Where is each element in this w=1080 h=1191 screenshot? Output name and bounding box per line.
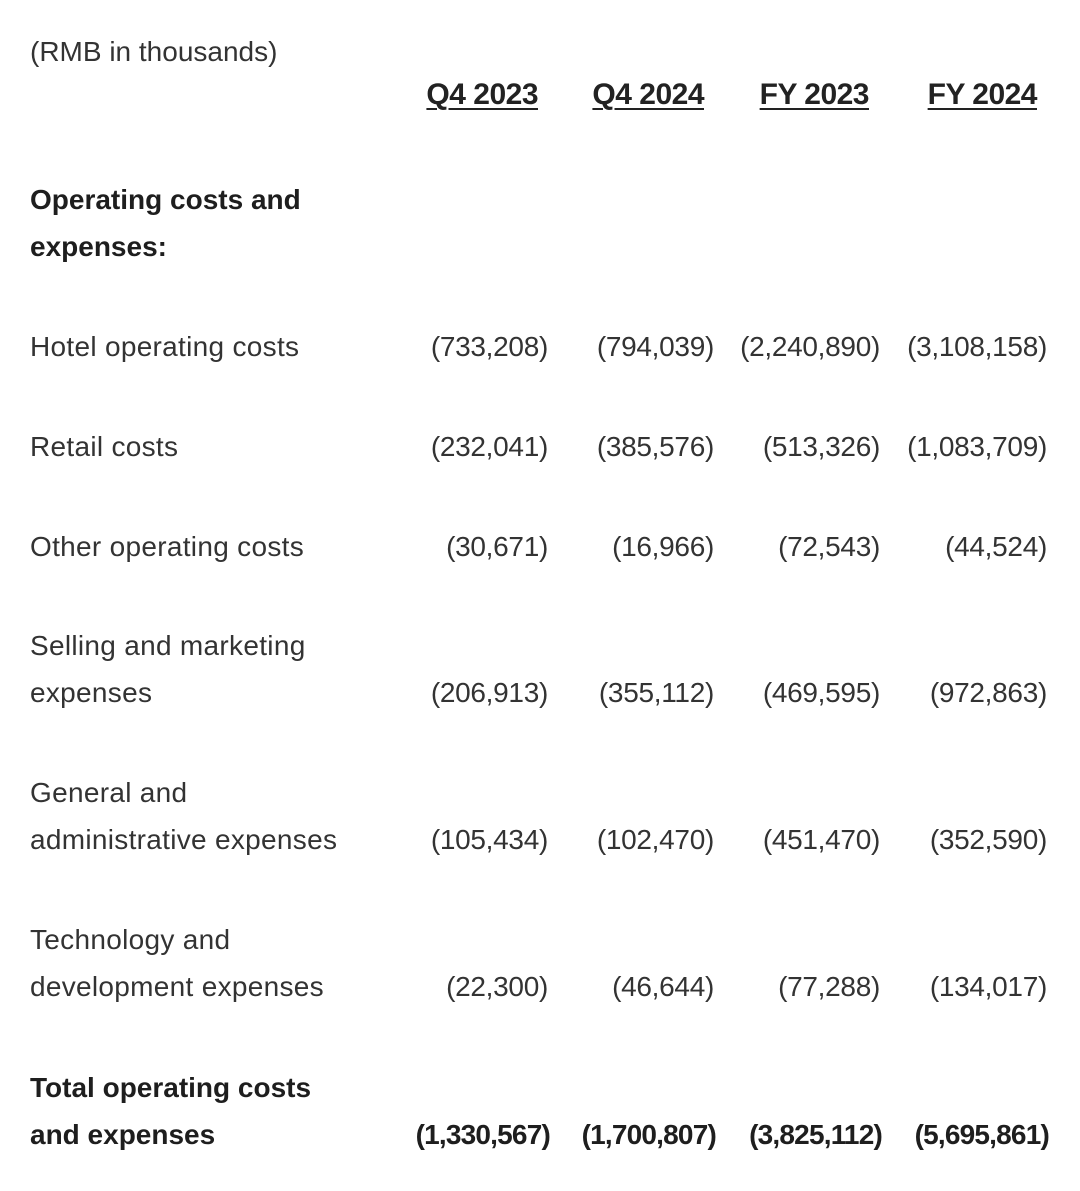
cell-hotel-fy-2023: (2,240,890): [740, 331, 880, 362]
cell-hotel-q4-2024: (794,039): [596, 331, 714, 362]
column-header-q4-2024: Q4 2024: [592, 78, 704, 111]
cell-selling-fy-2023: (469,595): [762, 677, 880, 708]
cell-other-q4-2023: (30,671): [446, 531, 548, 562]
cell-hotel-fy-2024: (3,108,158): [907, 331, 1047, 362]
row-label-line-2: development expenses: [30, 971, 324, 1002]
cell-total-q4-2024: (1,700,807): [581, 1119, 717, 1150]
row-label-retail-costs: Retail costs: [30, 431, 179, 462]
cell-selling-fy-2024: (972,863): [929, 677, 1047, 708]
cell-total-fy-2024: (5,695,861): [914, 1119, 1050, 1150]
cell-other-fy-2024: (44,524): [945, 531, 1047, 562]
row-label-line-1: Technology and: [30, 924, 231, 955]
cell-hotel-q4-2023: (733,208): [430, 331, 548, 362]
cell-general-fy-2024: (352,590): [929, 824, 1047, 855]
column-header-fy-2023: FY 2023: [759, 78, 870, 111]
row-label-general-and-administrative: General and administrative expenses: [30, 769, 337, 863]
cell-technology-fy-2023: (77,288): [778, 971, 880, 1002]
cell-general-q4-2023: (105,434): [430, 824, 548, 855]
cell-retail-q4-2024: (385,576): [596, 431, 714, 462]
row-label-hotel-operating-costs: Hotel operating costs: [30, 331, 300, 362]
cell-total-fy-2023: (3,825,112): [749, 1119, 883, 1150]
cell-other-q4-2024: (16,966): [612, 531, 714, 562]
cell-selling-q4-2024: (355,112): [598, 677, 714, 708]
row-label-line-1: General and: [30, 777, 188, 808]
cell-selling-q4-2023: (206,913): [430, 677, 548, 708]
cell-general-q4-2024: (102,470): [596, 824, 714, 855]
row-label-other-operating-costs: Other operating costs: [30, 531, 304, 562]
cell-technology-q4-2023: (22,300): [446, 971, 548, 1002]
cell-retail-fy-2023: (513,326): [762, 431, 880, 462]
row-label-selling-and-marketing: Selling and marketing expenses: [30, 622, 306, 716]
cell-technology-fy-2024: (134,017): [929, 971, 1047, 1002]
cell-other-fy-2023: (72,543): [778, 531, 880, 562]
row-label-line-1: Selling and marketing: [30, 630, 306, 661]
cell-technology-q4-2024: (46,644): [612, 971, 714, 1002]
section-header-line-2: expenses:: [30, 231, 167, 262]
section-header-line-1: Operating costs and: [30, 184, 301, 215]
row-label-total: Total operating costs and expenses: [30, 1064, 311, 1158]
row-label-line-2: and expenses: [30, 1119, 216, 1150]
section-header: Operating costs and expenses:: [30, 176, 301, 270]
row-label-line-1: Total operating costs: [30, 1072, 312, 1103]
cell-total-q4-2023: (1,330,567): [415, 1119, 551, 1150]
column-header-fy-2024: FY 2024: [927, 78, 1038, 111]
unit-note: (RMB in thousands): [30, 36, 278, 67]
cell-retail-fy-2024: (1,083,709): [907, 431, 1047, 462]
row-label-technology-and-development: Technology and development expenses: [30, 916, 324, 1010]
column-header-q4-2023: Q4 2023: [426, 78, 538, 111]
cell-general-fy-2023: (451,470): [762, 824, 880, 855]
cell-retail-q4-2023: (232,041): [430, 431, 548, 462]
row-label-line-2: expenses: [30, 677, 153, 708]
row-label-line-2: administrative expenses: [30, 824, 338, 855]
